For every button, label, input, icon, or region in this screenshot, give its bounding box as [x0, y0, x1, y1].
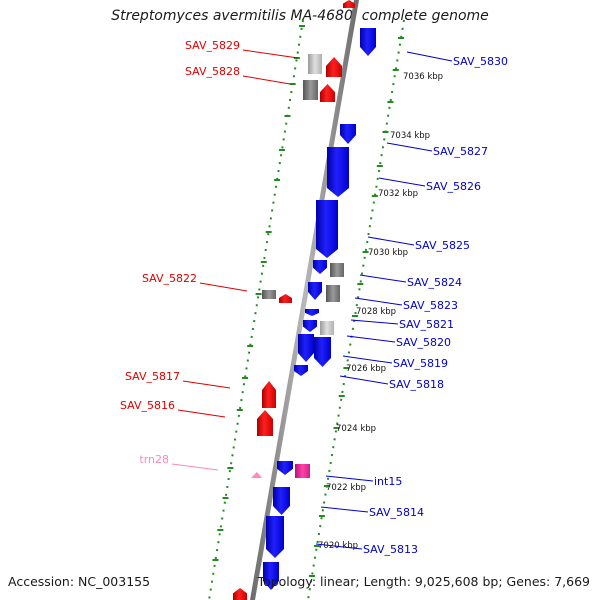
gene-label[interactable]: trn28 [139, 453, 169, 466]
gene-forward[interactable] [233, 588, 247, 600]
label-leader-line [199, 282, 248, 292]
label-leader-line [386, 142, 433, 152]
right-tick-track [307, 19, 405, 600]
scale-label: 7034 kbp [390, 131, 430, 141]
gene-forward[interactable] [257, 410, 273, 436]
gene-reverse[interactable] [327, 147, 349, 197]
gene-reverse[interactable] [305, 309, 319, 316]
gene-forward[interactable] [262, 381, 276, 408]
genome-title: Streptomyces avermitilis MA-4680, comple… [111, 8, 489, 24]
gene-pseudo[interactable] [330, 263, 344, 277]
gene-forward[interactable] [343, 0, 355, 8]
gene-label[interactable]: SAV_5829 [185, 39, 240, 52]
label-leader-line [182, 380, 231, 389]
gene-reverse[interactable] [314, 337, 331, 367]
gene-reverse[interactable] [360, 28, 376, 56]
scale-label: 7032 kbp [378, 189, 418, 199]
gene-pseudo[interactable] [308, 54, 322, 74]
gene-pseudo[interactable] [262, 290, 276, 299]
topology-summary: Topology: linear; Length: 9,025,608 bp; … [257, 574, 590, 589]
gene-forward[interactable] [320, 84, 335, 102]
gene-label[interactable]: SAV_5823 [403, 299, 458, 312]
gene-label[interactable]: SAV_5819 [393, 357, 448, 370]
gene-forward[interactable] [279, 294, 292, 303]
gene-reverse[interactable] [303, 320, 317, 332]
gene-label[interactable]: SAV_5818 [389, 378, 444, 391]
gene-label[interactable]: SAV_5830 [453, 55, 508, 68]
scale-label: 7024 kbp [336, 424, 376, 434]
gene-label[interactable]: SAV_5814 [369, 506, 424, 519]
label-leader-line [354, 297, 403, 306]
gene-pseudo[interactable] [303, 80, 318, 100]
gene-label[interactable]: SAV_5813 [363, 543, 418, 556]
scale-label: 7030 kbp [368, 248, 408, 258]
gene-label[interactable]: SAV_5824 [407, 276, 462, 289]
label-leader-line [171, 463, 219, 471]
gene-reverse[interactable] [298, 334, 314, 362]
left-tick-track [208, 19, 304, 600]
label-leader-line [242, 75, 291, 85]
label-leader-line [342, 355, 393, 364]
gene-reverse[interactable] [340, 124, 356, 144]
gene-label[interactable]: SAV_5825 [415, 239, 470, 252]
gene-reverse[interactable] [263, 562, 279, 590]
gene-reverse[interactable] [313, 260, 327, 274]
label-leader-line [406, 51, 453, 62]
gene-pseudo[interactable] [326, 285, 340, 302]
gene-pink[interactable] [295, 464, 310, 478]
gene-label[interactable]: SAV_5827 [433, 145, 488, 158]
label-leader-line [350, 319, 399, 325]
gene-label[interactable]: SAV_5817 [125, 370, 180, 383]
gene-label[interactable]: SAV_5828 [185, 65, 240, 78]
gene-label[interactable]: int15 [374, 475, 402, 488]
gene-reverse[interactable] [277, 461, 293, 475]
label-leader-line [367, 236, 415, 246]
gene-label[interactable]: SAV_5816 [120, 399, 175, 412]
accession-label: Accession: NC_003155 [8, 574, 151, 589]
gene-label[interactable]: SAV_5820 [396, 336, 451, 349]
scale-label: 7026 kbp [346, 364, 386, 374]
gene-label[interactable]: SAV_5826 [426, 180, 481, 193]
scale-label: 7028 kbp [356, 307, 396, 317]
gene-label[interactable]: SAV_5821 [399, 318, 454, 331]
label-leader-line [177, 409, 226, 418]
gene-reverse[interactable] [266, 516, 284, 558]
gene-forward[interactable] [326, 57, 342, 77]
label-leader-line [378, 177, 426, 187]
gene-reverse[interactable] [273, 487, 290, 515]
gene-reverse[interactable] [294, 365, 308, 376]
gene-label[interactable]: SAV_5822 [142, 272, 197, 285]
trna-gene[interactable] [251, 472, 262, 478]
label-leader-line [325, 475, 374, 482]
scale-label: 7022 kbp [326, 483, 366, 493]
label-leader-line [320, 506, 369, 513]
label-leader-line [346, 335, 396, 343]
label-leader-line [339, 375, 389, 385]
gene-reverse[interactable] [316, 200, 338, 258]
gene-pseudo[interactable] [320, 321, 334, 335]
label-leader-line [315, 543, 363, 550]
scale-label: 7036 kbp [403, 72, 443, 82]
gene-reverse[interactable] [308, 282, 322, 300]
label-leader-line [242, 49, 299, 59]
label-leader-line [359, 274, 407, 283]
